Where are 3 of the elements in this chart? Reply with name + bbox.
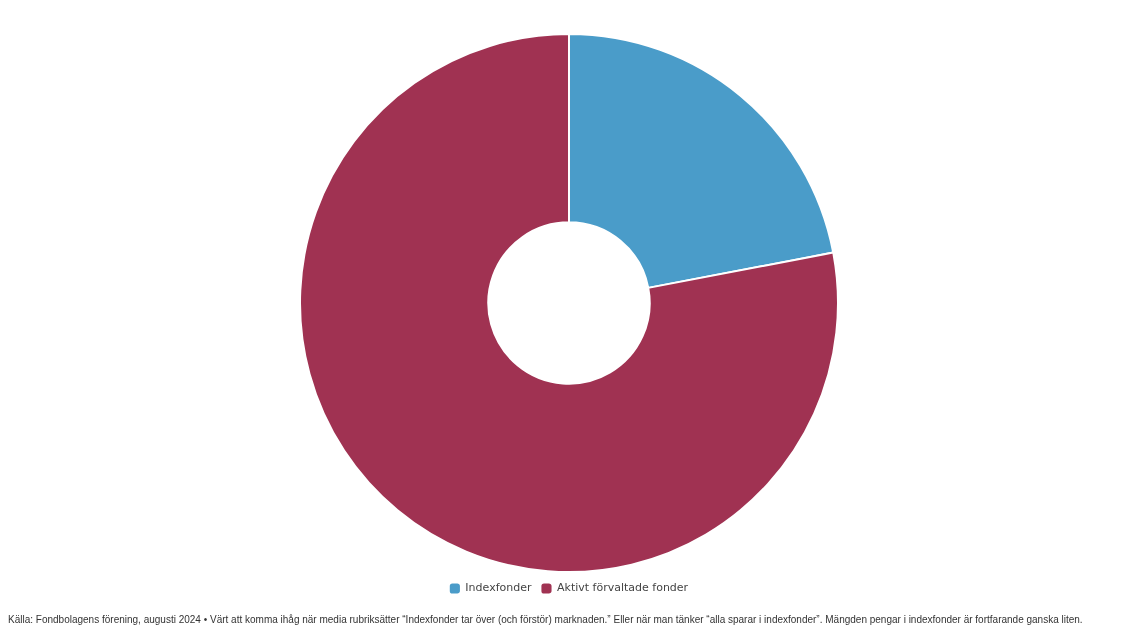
legend-label: Indexfonder — [465, 581, 532, 595]
text: Källa: Fondbolagens förening, augusti 2024 • Värt att komma ihåg när media rubriksätter “Indexfonder tar över (och förstör) marknaden.” Eller när man tänker “alla sparar i indexfonder”. Mängden pengar i indexfonder är fortfarande ganska liten. — [8, 614, 1083, 625]
legend-label: Aktivt förvaltade fonder — [556, 581, 689, 595]
